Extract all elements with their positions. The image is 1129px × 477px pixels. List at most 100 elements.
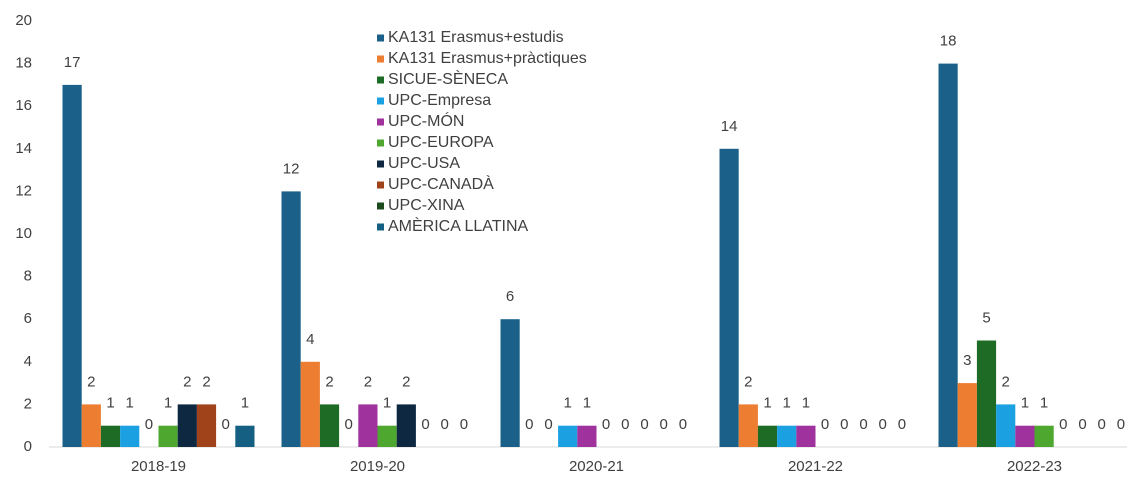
legend-swatch xyxy=(377,181,384,189)
legend-label: AMÈRICA LLATINA xyxy=(388,216,529,235)
legend-swatch xyxy=(377,118,384,126)
data-label: 0 xyxy=(840,416,848,433)
data-label: 17 xyxy=(64,54,81,71)
data-label: 1 xyxy=(126,395,134,412)
data-label: 0 xyxy=(821,416,829,433)
legend-label: KA131 Erasmus+pràctiques xyxy=(388,50,587,67)
legend-swatch xyxy=(377,160,384,168)
x-tick-label: 2019-20 xyxy=(350,458,405,475)
legend-label: UPC-Empresa xyxy=(388,92,491,109)
bar xyxy=(158,425,178,447)
bar xyxy=(319,404,340,447)
data-label: 0 xyxy=(621,416,629,433)
bar xyxy=(281,191,301,447)
data-label: 2 xyxy=(364,373,372,390)
bar xyxy=(396,404,416,447)
y-tick-label: 8 xyxy=(24,268,32,285)
data-label: 1 xyxy=(164,395,172,412)
data-label: 3 xyxy=(963,352,971,369)
bar xyxy=(1015,425,1035,447)
legend-label: UPC-MÓN xyxy=(388,111,464,130)
data-label: 6 xyxy=(506,288,514,305)
bar xyxy=(235,425,255,447)
data-label: 0 xyxy=(1098,416,1106,433)
data-label: 0 xyxy=(1078,416,1086,433)
bar xyxy=(358,404,378,447)
data-label: 1 xyxy=(1040,395,1048,412)
data-label: 0 xyxy=(602,416,610,433)
bar xyxy=(120,425,140,447)
x-tick-label: 2022-23 xyxy=(1007,458,1062,475)
bar xyxy=(976,340,997,447)
data-label: 0 xyxy=(640,416,648,433)
legend-swatch xyxy=(377,76,384,84)
data-label: 1 xyxy=(383,395,391,412)
y-tick-label: 0 xyxy=(24,438,32,455)
data-label: 0 xyxy=(544,416,552,433)
bar xyxy=(996,404,1016,447)
y-tick-label: 2 xyxy=(24,395,32,412)
bar xyxy=(757,425,778,447)
data-label: 0 xyxy=(421,416,429,433)
data-label: 1 xyxy=(241,395,249,412)
data-label: 1 xyxy=(802,395,810,412)
bar xyxy=(558,425,578,447)
y-tick-label: 4 xyxy=(24,353,32,370)
bar xyxy=(796,425,816,447)
data-label: 4 xyxy=(306,331,314,348)
data-label: 2 xyxy=(87,373,95,390)
x-tick-label: 2018-19 xyxy=(131,458,186,475)
data-label: 1 xyxy=(1021,395,1029,412)
data-label: 14 xyxy=(721,118,738,135)
legend-label: UPC-USA xyxy=(388,155,460,172)
data-label: 2 xyxy=(744,373,752,390)
legend-swatch xyxy=(377,97,384,105)
bar xyxy=(1034,425,1054,447)
data-label: 0 xyxy=(1059,416,1067,433)
data-label: 0 xyxy=(898,416,906,433)
x-tick-label: 2021-22 xyxy=(788,458,843,475)
data-label: 0 xyxy=(145,416,153,433)
data-label: 2 xyxy=(202,373,210,390)
bar xyxy=(938,63,958,447)
data-label: 0 xyxy=(679,416,687,433)
data-label: 2 xyxy=(402,373,410,390)
y-tick-label: 12 xyxy=(15,182,32,199)
legend-swatch xyxy=(377,139,384,147)
data-label: 0 xyxy=(525,416,533,433)
data-label: 5 xyxy=(982,309,990,326)
legend-label: KA131 Erasmus+estudis xyxy=(388,29,564,46)
bar xyxy=(719,148,739,448)
data-label: 1 xyxy=(583,395,591,412)
legend-swatch xyxy=(377,55,384,63)
data-label: 1 xyxy=(564,395,572,412)
data-label: 1 xyxy=(783,395,791,412)
y-tick-label: 10 xyxy=(15,225,32,242)
data-label: 1 xyxy=(763,395,771,412)
legend-label: UPC-EUROPA xyxy=(388,134,494,151)
bar xyxy=(377,425,397,447)
bar xyxy=(738,404,758,447)
data-label: 18 xyxy=(940,33,957,50)
bar xyxy=(777,425,797,447)
x-tick-label: 2020-21 xyxy=(569,458,624,475)
bar xyxy=(81,404,101,447)
data-label: 0 xyxy=(879,416,887,433)
legend-swatch xyxy=(377,34,384,42)
bar xyxy=(62,84,82,448)
legend-label: SICUE-SÈNECA xyxy=(388,69,508,88)
bar xyxy=(500,319,520,447)
data-label: 0 xyxy=(859,416,867,433)
data-label: 2 xyxy=(325,373,333,390)
legend-label: UPC-XINA xyxy=(388,197,465,214)
bar xyxy=(100,425,121,447)
bar xyxy=(300,361,320,447)
y-tick-label: 16 xyxy=(15,97,32,114)
data-label: 0 xyxy=(345,416,353,433)
data-label: 0 xyxy=(222,416,230,433)
y-tick-label: 20 xyxy=(15,12,32,29)
bar xyxy=(957,383,977,447)
legend-label: UPC-CANADÀ xyxy=(388,174,494,193)
data-label: 0 xyxy=(460,416,468,433)
